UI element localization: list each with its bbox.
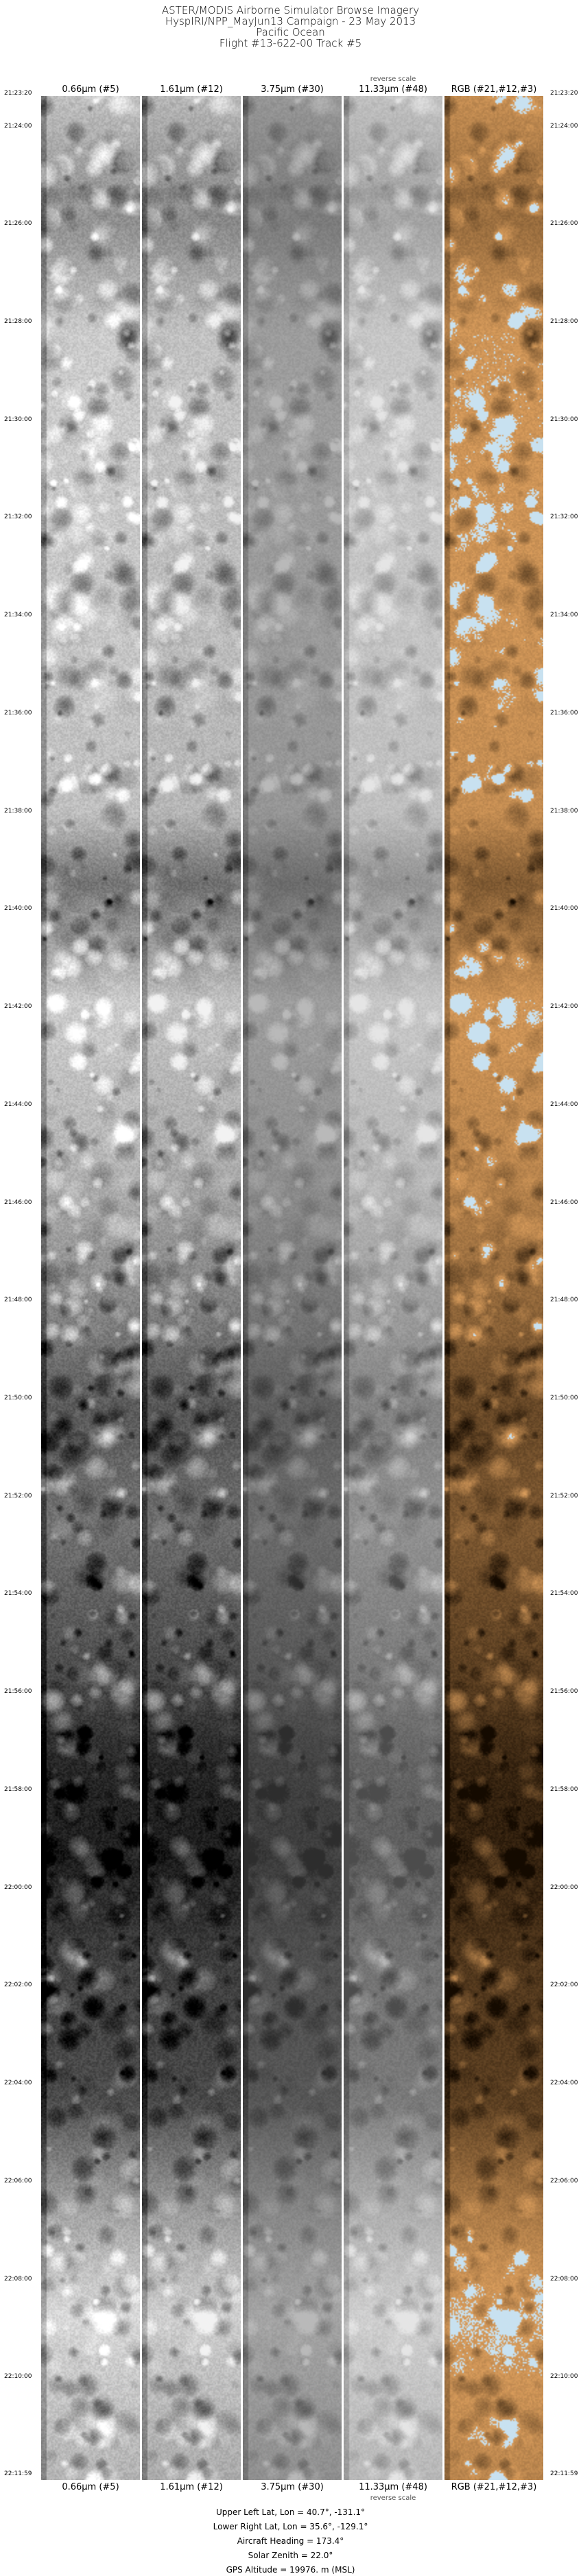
time-label-right: 21:56:00	[550, 1688, 578, 1696]
time-label-right: 21:34:00	[550, 612, 578, 619]
time-label-left: 22:04:00	[4, 2080, 32, 2087]
time-label-right: 21:52:00	[550, 1492, 578, 1500]
time-label-left: 21:50:00	[4, 1395, 32, 1402]
time-label-right: 21:38:00	[550, 807, 578, 815]
title-line-1: ASTER/MODIS Airborne Simulator Browse Im…	[161, 4, 420, 16]
lower-right-coords: Lower Right Lat, Lon = 35.6°, -129.1°	[213, 2522, 368, 2531]
time-label-right: 21:44:00	[550, 1100, 578, 1108]
time-label-right: 22:08:00	[550, 2275, 578, 2283]
time-label-right: 22:00:00	[550, 1883, 578, 1891]
time-label-left: 22:00:00	[4, 1883, 32, 1891]
image-strip-swir	[142, 96, 241, 2480]
time-label-left: 22:11:59	[4, 2470, 32, 2477]
upper-left-coords: Upper Left Lat, Lon = 40.7°, -131.1°	[215, 2507, 366, 2517]
aircraft-heading: Aircraft Heading = 173.4°	[237, 2536, 344, 2546]
time-label-left: 22:06:00	[4, 2177, 32, 2184]
time-label-left: 21:38:00	[4, 807, 32, 815]
time-label-left: 21:46:00	[4, 1199, 32, 1206]
time-label-left: 21:32:00	[4, 514, 32, 521]
time-label-right: 21:40:00	[550, 905, 578, 913]
time-label-left: 22:08:00	[4, 2275, 32, 2283]
time-label-right: 22:06:00	[550, 2177, 578, 2184]
time-label-right: 21:26:00	[550, 220, 578, 228]
reverse-scale-note: reverse scale	[370, 2494, 416, 2502]
column-label-top: 11.33µm (#48)	[359, 84, 427, 95]
image-strip-mwir	[243, 96, 342, 2480]
column-label-top: RGB (#21,#12,#3)	[451, 84, 537, 95]
time-label-right: 22:10:00	[550, 2373, 578, 2381]
reverse-scale-note: reverse scale	[370, 75, 416, 83]
time-label-right: 21:48:00	[550, 1297, 578, 1304]
image-strip-visible	[41, 96, 140, 2480]
column-label-top: 3.75µm (#30)	[261, 84, 324, 95]
title-line-4: Flight #13-622-00 Track #5	[219, 37, 362, 49]
time-label-right: 22:11:59	[550, 2470, 578, 2477]
time-label-left: 21:34:00	[4, 612, 32, 619]
time-label-left: 21:52:00	[4, 1492, 32, 1500]
time-label-right: 21:32:00	[550, 514, 578, 521]
time-label-right: 22:02:00	[550, 1982, 578, 1989]
time-label-left: 22:02:00	[4, 1982, 32, 1989]
time-label-left: 21:44:00	[4, 1100, 32, 1108]
time-label-left: 21:36:00	[4, 709, 32, 717]
time-label-left: 21:58:00	[4, 1785, 32, 1793]
column-label-bottom: 3.75µm (#30)	[261, 2482, 324, 2492]
time-label-left: 21:42:00	[4, 1003, 32, 1011]
time-label-right: 21:24:00	[550, 122, 578, 130]
time-label-left: 21:30:00	[4, 416, 32, 423]
image-strip-rgb	[444, 96, 543, 2480]
time-label-left: 21:28:00	[4, 318, 32, 326]
solar-zenith: Solar Zenith = 22.0°	[248, 2551, 333, 2560]
time-label-left: 21:40:00	[4, 905, 32, 913]
time-label-left: 22:10:00	[4, 2373, 32, 2381]
time-label-left: 21:24:00	[4, 122, 32, 130]
time-label-right: 21:58:00	[550, 1785, 578, 1793]
time-label-right: 21:54:00	[550, 1590, 578, 1598]
time-label-right: 21:46:00	[550, 1199, 578, 1206]
time-label-left: 21:23:20	[4, 90, 32, 97]
column-label-top: 1.61µm (#12)	[160, 84, 223, 95]
image-strip-tir	[344, 96, 442, 2480]
time-label-left: 21:54:00	[4, 1590, 32, 1598]
time-label-right: 21:28:00	[550, 318, 578, 326]
time-label-right: 21:50:00	[550, 1395, 578, 1402]
gps-altitude: GPS Altitude = 19976. m (MSL)	[226, 2565, 355, 2575]
time-label-right: 22:04:00	[550, 2080, 578, 2087]
title-line-2: HyspIRI/NPP_MayJun13 Campaign - 23 May 2…	[165, 15, 416, 27]
time-label-right: 21:23:20	[550, 90, 578, 97]
column-label-bottom: 0.66µm (#5)	[62, 2482, 119, 2492]
time-label-left: 21:26:00	[4, 220, 32, 228]
title-line-3: Pacific Ocean	[256, 26, 325, 38]
column-label-bottom: 11.33µm (#48)	[359, 2482, 427, 2492]
time-label-right: 21:36:00	[550, 709, 578, 717]
time-label-left: 21:48:00	[4, 1297, 32, 1304]
time-label-right: 21:42:00	[550, 1003, 578, 1011]
time-label-right: 21:30:00	[550, 416, 578, 423]
time-label-left: 21:56:00	[4, 1688, 32, 1696]
column-label-bottom: RGB (#21,#12,#3)	[451, 2482, 537, 2492]
column-label-bottom: 1.61µm (#12)	[160, 2482, 223, 2492]
column-label-top: 0.66µm (#5)	[62, 84, 119, 95]
